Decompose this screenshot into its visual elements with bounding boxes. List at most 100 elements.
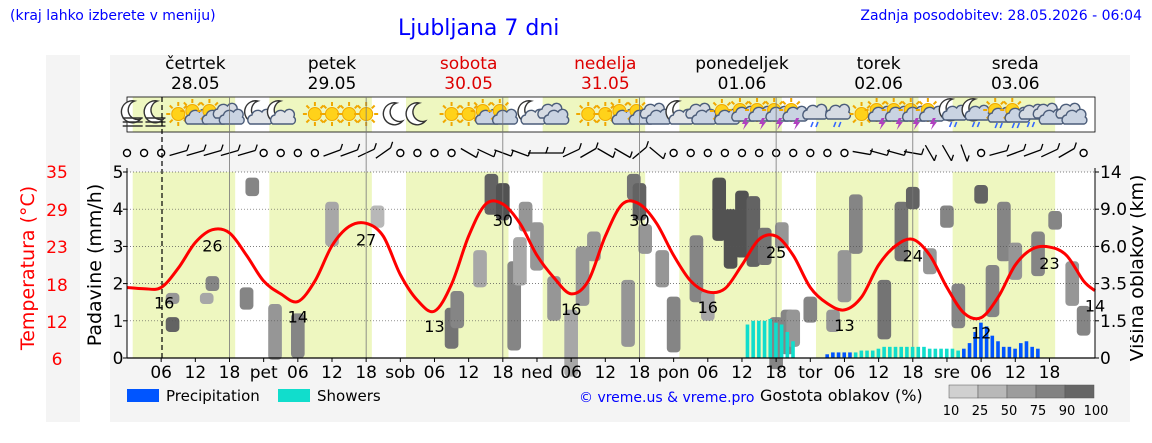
x-tick: pet bbox=[250, 363, 278, 383]
cloud-density-block bbox=[1076, 305, 1091, 336]
cloud-density-block bbox=[826, 309, 840, 332]
cloud-tick: 3.5 bbox=[1100, 275, 1127, 295]
shower-bar bbox=[870, 350, 875, 358]
precipitation-bar bbox=[842, 352, 847, 358]
shower-bar bbox=[888, 346, 892, 358]
cloud-density-block bbox=[940, 205, 954, 228]
cloud-density-block bbox=[325, 201, 339, 247]
moon-cloud-icon bbox=[266, 100, 297, 125]
day-date: 03.06 bbox=[991, 74, 1040, 94]
cloud-density-swatch bbox=[948, 384, 979, 399]
cloud-density-block bbox=[547, 276, 561, 321]
cloud-density-block bbox=[1031, 231, 1045, 277]
cloud-icon bbox=[685, 102, 718, 125]
day-name: sobota bbox=[440, 54, 498, 74]
precipitation-bar bbox=[979, 322, 983, 358]
shower-bar bbox=[893, 346, 898, 358]
wind-marker bbox=[323, 143, 344, 157]
temperature-axis-strip bbox=[46, 55, 80, 422]
precip-tick: 2 bbox=[113, 275, 124, 295]
location-hint[interactable]: (kraj lahko izberete v meniju) bbox=[10, 8, 216, 24]
cloud-tick: 6.0 bbox=[1100, 237, 1127, 257]
sun-icon bbox=[337, 102, 362, 126]
cloud-density-block bbox=[199, 292, 214, 305]
precipitation-bar bbox=[967, 343, 972, 358]
moon-cloud-icon bbox=[243, 100, 274, 125]
wind-marker bbox=[960, 144, 970, 162]
cloud-density-block bbox=[689, 235, 704, 303]
wind-marker bbox=[139, 148, 149, 158]
precipitation-bar bbox=[1013, 348, 1017, 358]
precipitation-bar bbox=[825, 354, 829, 358]
shower-bar bbox=[853, 352, 858, 358]
cloud-density-block bbox=[803, 296, 818, 323]
moon-cloud-icon bbox=[665, 100, 695, 125]
day-date: 31.05 bbox=[581, 74, 630, 94]
wind-marker bbox=[430, 148, 439, 158]
wind-marker bbox=[1023, 143, 1044, 157]
cloud-density-block bbox=[666, 296, 681, 353]
day-date: 02.06 bbox=[854, 74, 903, 94]
precip-tick: 3 bbox=[113, 237, 124, 257]
wind-marker bbox=[375, 141, 394, 159]
temperature-label: 25 bbox=[766, 243, 786, 262]
precipitation-bar bbox=[984, 326, 989, 358]
shower-bar bbox=[859, 350, 864, 358]
wind-marker bbox=[754, 148, 764, 158]
x-tick: 12 bbox=[1004, 363, 1026, 383]
day-date: 29.05 bbox=[308, 74, 357, 94]
cloud-density-block bbox=[268, 304, 282, 360]
precipitation-bar bbox=[973, 331, 978, 358]
wind-marker bbox=[924, 144, 937, 162]
x-tick: 06 bbox=[150, 363, 172, 383]
temperature-label: 12 bbox=[971, 324, 991, 343]
x-tick: 12 bbox=[321, 363, 343, 383]
legend-showers-swatch bbox=[278, 389, 310, 402]
cloud-density-block bbox=[774, 222, 789, 249]
moon-icon bbox=[405, 102, 428, 126]
cloud-density-tick: 100 bbox=[1084, 404, 1109, 419]
cloud-density-block bbox=[849, 194, 863, 254]
precip-tick: 5 bbox=[113, 163, 124, 183]
shower-bar bbox=[950, 348, 955, 358]
x-tick: 18 bbox=[219, 363, 241, 383]
x-tick: 12 bbox=[731, 363, 753, 383]
wind-marker bbox=[122, 148, 132, 158]
precipitation-bar bbox=[831, 352, 835, 358]
temperature-label: 13 bbox=[834, 316, 854, 335]
cloud-density-block bbox=[700, 291, 715, 321]
cloud-density-block bbox=[837, 250, 852, 303]
cloud-density-block bbox=[205, 276, 220, 292]
shower-bar bbox=[882, 346, 886, 358]
legend-precipitation-swatch bbox=[127, 389, 159, 402]
cloud-density-block bbox=[290, 313, 305, 358]
shower-bar bbox=[768, 318, 773, 358]
shower-bar bbox=[876, 348, 881, 358]
day-name: četrtek bbox=[165, 54, 226, 74]
precip-tick: 4 bbox=[113, 200, 124, 220]
cloud-icon bbox=[639, 102, 672, 125]
wind-marker bbox=[340, 143, 361, 157]
wind-marker bbox=[789, 148, 798, 158]
wind-marker bbox=[1006, 143, 1027, 157]
precipitation-bar bbox=[1024, 341, 1029, 358]
wind-marker bbox=[186, 144, 207, 157]
cloud-density-block bbox=[638, 224, 652, 254]
x-tick: 06 bbox=[424, 363, 446, 383]
day-name: petek bbox=[308, 54, 356, 74]
wind-marker bbox=[649, 146, 667, 160]
x-tick: ned bbox=[521, 363, 553, 383]
wind-marker bbox=[669, 148, 678, 158]
shower-bar bbox=[745, 324, 750, 358]
moon-rain-icon bbox=[961, 98, 991, 128]
day-date: 28.05 bbox=[171, 74, 220, 94]
cloud-icon bbox=[1055, 102, 1088, 125]
shower-bar bbox=[779, 324, 784, 358]
temp-tick: 18 bbox=[46, 276, 68, 296]
temperature-label: 24 bbox=[903, 246, 923, 265]
temperature-label: 30 bbox=[629, 211, 649, 230]
last-updated: Zadnja posodobitev: 28.05.2026 - 06:04 bbox=[860, 8, 1142, 24]
x-tick: 18 bbox=[492, 363, 514, 383]
x-tick: 12 bbox=[458, 363, 480, 383]
temp-tick: 29 bbox=[46, 201, 68, 221]
